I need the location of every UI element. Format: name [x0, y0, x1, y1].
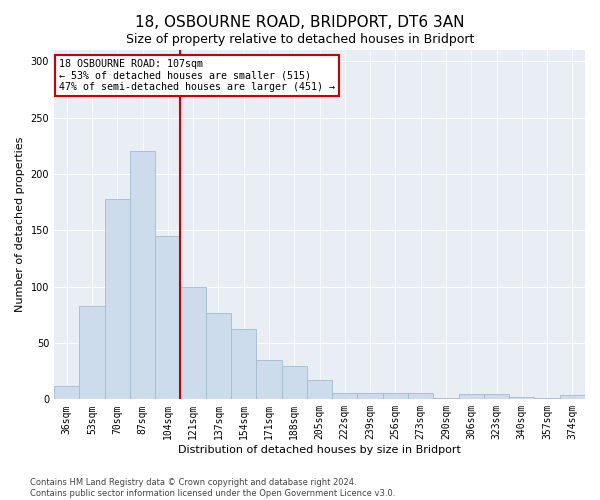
Bar	[433, 398, 458, 400]
Text: Size of property relative to detached houses in Bridport: Size of property relative to detached ho…	[126, 32, 474, 46]
Bar	[256, 360, 281, 400]
Bar	[458, 394, 484, 400]
Bar	[231, 330, 256, 400]
Bar	[281, 366, 307, 400]
Text: 18, OSBOURNE ROAD, BRIDPORT, DT6 3AN: 18, OSBOURNE ROAD, BRIDPORT, DT6 3AN	[135, 15, 465, 30]
X-axis label: Distribution of detached houses by size in Bridport: Distribution of detached houses by size …	[178, 445, 461, 455]
Bar	[332, 392, 358, 400]
Text: Contains HM Land Registry data © Crown copyright and database right 2024.
Contai: Contains HM Land Registry data © Crown c…	[30, 478, 395, 498]
Bar	[130, 152, 155, 400]
Bar	[383, 392, 408, 400]
Bar	[484, 394, 509, 400]
Bar	[358, 392, 383, 400]
Y-axis label: Number of detached properties: Number of detached properties	[15, 137, 25, 312]
Bar	[54, 386, 79, 400]
Bar	[509, 397, 535, 400]
Bar	[408, 392, 433, 400]
Bar	[560, 395, 585, 400]
Bar	[206, 312, 231, 400]
Bar	[104, 198, 130, 400]
Bar	[535, 398, 560, 400]
Bar	[155, 236, 181, 400]
Bar	[307, 380, 332, 400]
Bar	[79, 306, 104, 400]
Bar	[181, 286, 206, 400]
Text: 18 OSBOURNE ROAD: 107sqm
← 53% of detached houses are smaller (515)
47% of semi-: 18 OSBOURNE ROAD: 107sqm ← 53% of detach…	[59, 58, 335, 92]
